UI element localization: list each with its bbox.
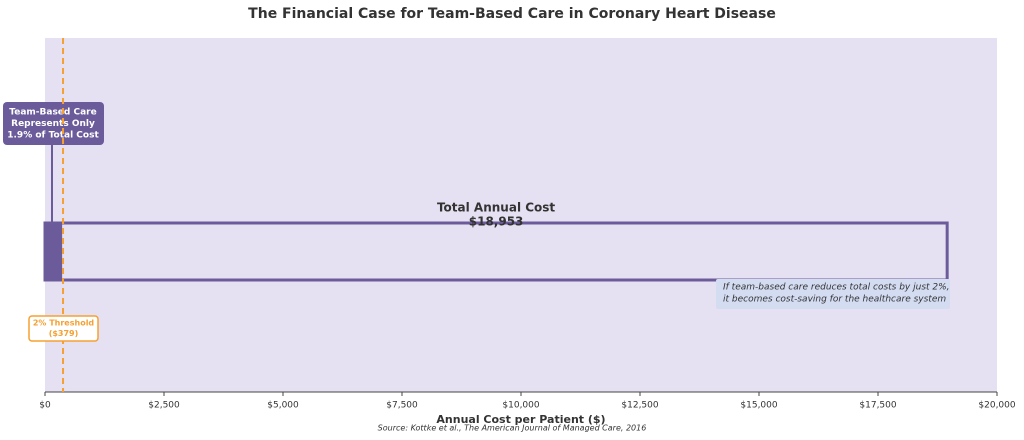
x-axis-label: Annual Cost per Patient ($) [436, 413, 605, 426]
x-tick-label: $5,000 [267, 401, 299, 411]
callout-text: Represents Only [11, 119, 95, 129]
x-tick-label: $7,500 [386, 401, 418, 411]
bar-label: Total Annual Cost [437, 201, 555, 215]
source: Source: Kottke et al., The American Jour… [378, 424, 647, 433]
note-text: If team-based care reduces total costs b… [723, 283, 950, 293]
x-tick-label: $15,000 [740, 401, 777, 411]
value-label: $18,953 [469, 215, 524, 229]
x-tick-label: $17,500 [859, 401, 896, 411]
x-tick-label: $0 [39, 401, 51, 411]
callout-box [3, 102, 104, 145]
note-box [716, 279, 950, 309]
threshold-label: ($379) [49, 329, 79, 338]
plot-background [45, 38, 997, 392]
callout-text: 1.9% of Total Cost [7, 131, 99, 141]
x-tick-label: $10,000 [502, 401, 539, 411]
threshold-label: 2% Threshold [33, 319, 95, 328]
callout-text: Team-Based Care [9, 108, 96, 118]
x-tick-label: $12,500 [621, 401, 658, 411]
chart-title: The Financial Case for Team-Based Care i… [248, 6, 776, 22]
team-care-bar [45, 223, 63, 280]
x-tick-label: $20,000 [978, 401, 1015, 411]
threshold-label-box [28, 315, 99, 342]
x-tick-label: $2,500 [148, 401, 180, 411]
note-text: it becomes cost-saving for the healthcar… [723, 295, 946, 305]
